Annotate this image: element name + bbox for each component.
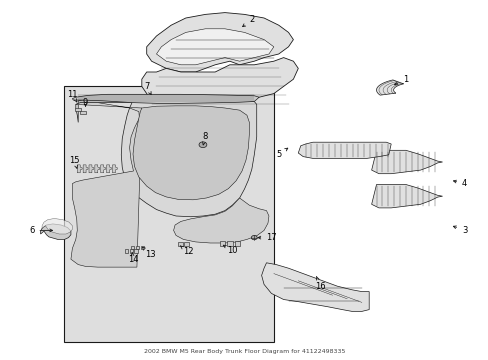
Text: 8: 8 xyxy=(202,132,207,145)
Polygon shape xyxy=(371,150,442,174)
Bar xyxy=(141,246,144,249)
Polygon shape xyxy=(156,29,273,65)
Polygon shape xyxy=(83,165,88,173)
Polygon shape xyxy=(95,165,100,173)
Text: 4: 4 xyxy=(452,179,466,188)
Polygon shape xyxy=(41,224,71,239)
Bar xyxy=(220,241,225,246)
Text: 3: 3 xyxy=(452,226,466,235)
Text: 11: 11 xyxy=(67,90,78,102)
Bar xyxy=(227,241,232,246)
Polygon shape xyxy=(146,13,293,72)
Bar xyxy=(80,111,85,114)
Circle shape xyxy=(251,235,257,240)
Text: 7: 7 xyxy=(144,82,151,95)
Bar xyxy=(136,246,139,249)
Text: 1: 1 xyxy=(394,75,407,85)
Polygon shape xyxy=(133,106,249,200)
Bar xyxy=(184,242,188,246)
Polygon shape xyxy=(112,165,117,173)
Text: 16: 16 xyxy=(314,276,325,291)
Polygon shape xyxy=(71,103,142,267)
Polygon shape xyxy=(76,98,256,217)
Text: 10: 10 xyxy=(223,245,237,255)
Text: 12: 12 xyxy=(180,246,193,256)
Polygon shape xyxy=(376,80,403,95)
Text: 15: 15 xyxy=(69,156,80,168)
Text: 6: 6 xyxy=(29,226,52,235)
Polygon shape xyxy=(72,94,259,103)
Polygon shape xyxy=(371,184,442,208)
Polygon shape xyxy=(77,165,82,173)
Polygon shape xyxy=(298,142,390,158)
Polygon shape xyxy=(142,58,298,108)
Polygon shape xyxy=(106,165,111,173)
Text: 2002 BMW M5 Rear Body Trunk Floor Diagram for 41122498335: 2002 BMW M5 Rear Body Trunk Floor Diagra… xyxy=(143,348,345,354)
Text: 14: 14 xyxy=(127,252,138,264)
Polygon shape xyxy=(89,165,94,173)
Bar xyxy=(75,108,81,111)
Polygon shape xyxy=(173,198,268,243)
Text: 13: 13 xyxy=(142,247,156,259)
Bar xyxy=(129,249,133,253)
Bar xyxy=(134,249,138,253)
Text: 17: 17 xyxy=(258,233,276,242)
Bar xyxy=(131,246,134,249)
Polygon shape xyxy=(42,219,72,234)
Bar xyxy=(178,242,183,246)
Bar xyxy=(124,249,128,253)
Text: 2: 2 xyxy=(242,15,254,27)
Bar xyxy=(234,241,240,246)
Polygon shape xyxy=(101,165,105,173)
Circle shape xyxy=(199,142,206,148)
Text: 9: 9 xyxy=(83,98,88,107)
Polygon shape xyxy=(261,263,368,311)
Text: 5: 5 xyxy=(276,148,287,159)
Bar xyxy=(63,86,273,342)
